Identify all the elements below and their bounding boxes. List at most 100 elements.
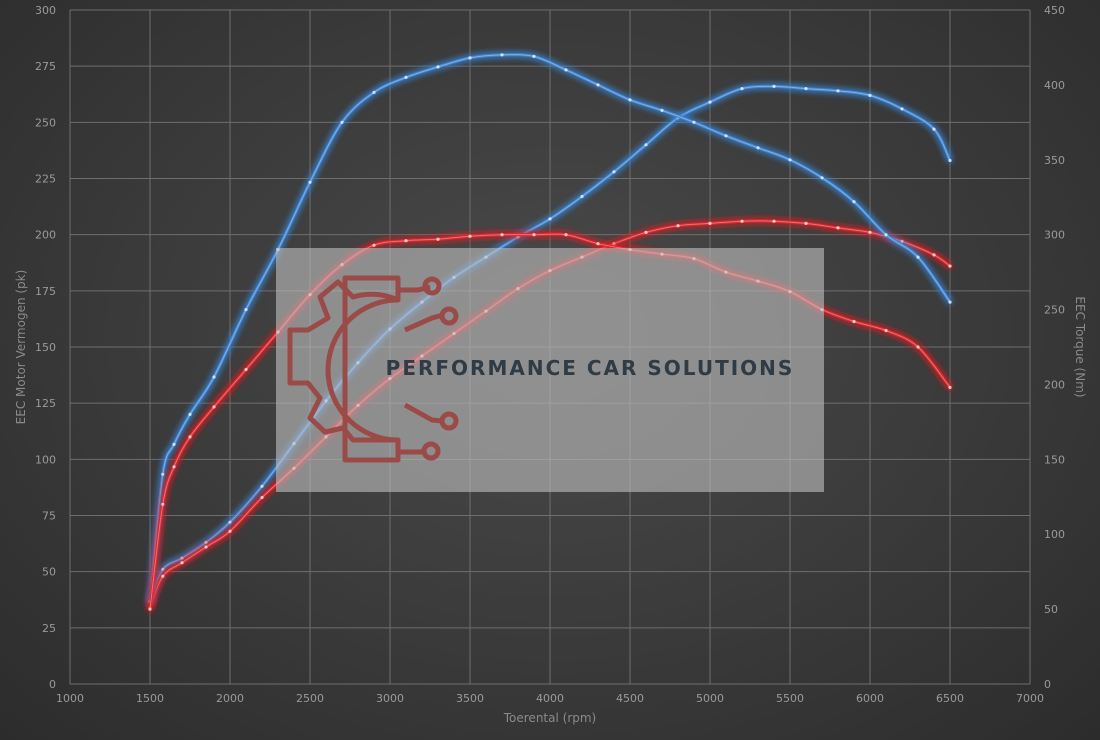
y2-tick-label: 150 [1044, 453, 1065, 466]
data-point [500, 233, 504, 237]
y2-tick-label: 50 [1044, 603, 1058, 616]
data-point [932, 127, 936, 131]
data-point [644, 230, 648, 234]
data-point [404, 75, 408, 79]
data-point [788, 158, 792, 162]
data-point [372, 90, 376, 94]
y2-tick-label: 100 [1044, 528, 1065, 541]
data-point [340, 120, 344, 124]
x-tick-label: 1000 [56, 692, 84, 705]
x-axis-title: Toerental (rpm) [503, 711, 596, 725]
data-point [852, 319, 856, 324]
y-tick-label: 225 [35, 173, 56, 186]
x-tick-label: 7000 [1016, 692, 1044, 705]
data-point [612, 242, 616, 246]
data-point [948, 158, 952, 163]
y2-tick-label: 200 [1044, 378, 1065, 391]
y-axis-ticks: 0 25 50 75 100 125 150 175 200 225 250 275 300 [35, 4, 56, 691]
data-point [676, 224, 680, 228]
data-point [548, 217, 552, 221]
data-point [244, 308, 248, 312]
x-tick-label: 2500 [296, 692, 324, 705]
data-point [900, 107, 904, 111]
y-tick-label: 75 [42, 510, 56, 523]
data-point [468, 56, 472, 60]
data-point [900, 239, 904, 243]
y-tick-label: 50 [42, 566, 56, 579]
data-point [868, 93, 872, 97]
data-point [228, 529, 232, 533]
data-point [932, 253, 936, 257]
y-axis-title: EEC Motor Vermogen (pk) [14, 270, 28, 425]
watermark-panel [276, 248, 824, 492]
y-tick-label: 250 [35, 116, 56, 129]
data-point [180, 561, 184, 565]
data-point [532, 54, 536, 59]
data-point [884, 233, 888, 237]
y-tick-label: 275 [35, 60, 56, 73]
data-point [692, 120, 696, 124]
data-point [836, 226, 840, 230]
x-tick-label: 2000 [216, 692, 244, 705]
data-point [212, 405, 216, 409]
data-point [228, 520, 232, 524]
data-point [172, 465, 176, 469]
x-axis-ticks: 1000 1500 2000 2500 3000 3500 4000 4500 5000 5500… [56, 692, 1044, 705]
y2-tick-label: 350 [1044, 154, 1065, 167]
gear-circuit-icon [287, 275, 459, 463]
data-point [772, 219, 776, 223]
data-point [564, 68, 568, 72]
data-point [212, 375, 216, 379]
data-point [644, 143, 648, 147]
y2-tick-label: 400 [1044, 79, 1065, 92]
data-point [820, 176, 824, 180]
data-point [308, 180, 312, 184]
data-point [948, 385, 952, 389]
data-point [580, 194, 584, 199]
x-tick-label: 6500 [936, 692, 964, 705]
data-point [740, 219, 744, 223]
y-tick-label: 125 [35, 397, 56, 410]
series-line-1 [148, 84, 952, 603]
y2-tick-label: 250 [1044, 304, 1065, 317]
y2-tick-label: 0 [1044, 678, 1051, 691]
data-point [188, 412, 192, 416]
y-tick-label: 25 [42, 622, 56, 635]
data-point [161, 472, 165, 476]
x-tick-label: 3500 [456, 692, 484, 705]
data-point [612, 170, 616, 174]
data-point [500, 53, 504, 57]
data-point [204, 540, 208, 545]
data-point [532, 233, 536, 237]
y-tick-label: 200 [35, 229, 56, 242]
x-tick-label: 3000 [376, 692, 404, 705]
data-point [868, 230, 872, 234]
y2-tick-label: 300 [1044, 229, 1065, 242]
data-point [180, 556, 184, 560]
data-point [852, 200, 856, 204]
data-point [948, 300, 952, 304]
y-tick-label: 175 [35, 285, 56, 298]
data-point [436, 237, 440, 241]
x-tick-label: 4500 [616, 692, 644, 705]
series-line-highlight-1 [149, 85, 951, 602]
data-point [516, 235, 520, 239]
data-point [804, 87, 808, 91]
x-tick-label: 4000 [536, 692, 564, 705]
watermark: PERFORMANCE CAR SOLUTIONS [276, 248, 824, 492]
y2-tick-label: 450 [1044, 4, 1065, 17]
data-point [596, 242, 600, 246]
data-point [244, 367, 248, 372]
x-tick-label: 5500 [776, 692, 804, 705]
x-tick-label: 1500 [136, 692, 164, 705]
data-point [708, 100, 712, 104]
data-point [724, 134, 728, 138]
data-point [204, 545, 208, 549]
y-tick-label: 150 [35, 341, 56, 354]
data-point [740, 87, 744, 91]
y2-axis-title: EEC Torque (Nm) [1073, 296, 1087, 397]
data-point [468, 234, 472, 238]
data-point [372, 243, 376, 247]
watermark-text: PERFORMANCE CAR SOLUTIONS [386, 356, 795, 380]
